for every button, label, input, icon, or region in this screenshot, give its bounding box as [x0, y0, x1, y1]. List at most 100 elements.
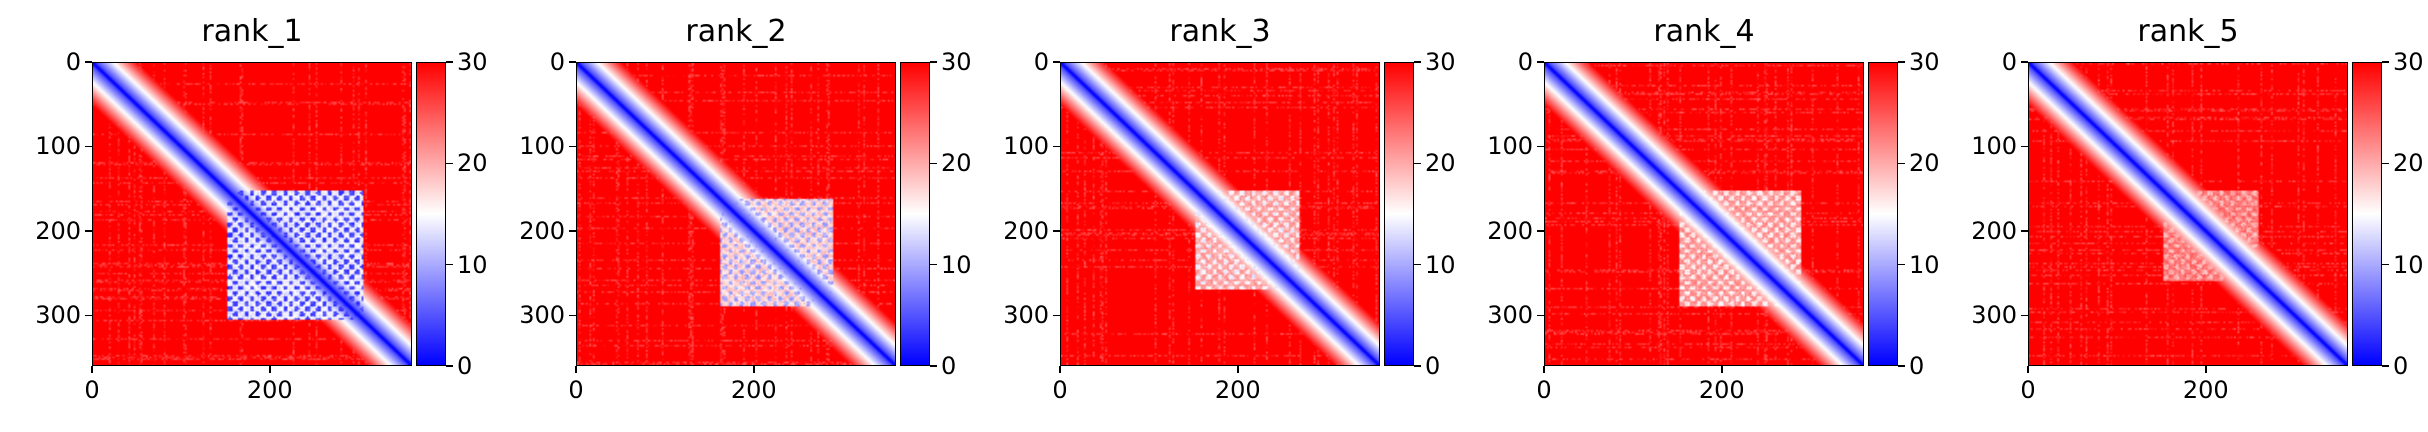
colorbar-tick-mark: [1898, 162, 1905, 165]
colorbar-tick-mark: [1414, 263, 1421, 266]
heatmap-canvas: [577, 63, 895, 365]
y-tick-mark: [1537, 61, 1544, 63]
colorbar-tick-label: 30: [457, 48, 488, 76]
x-tick-mark: [753, 366, 755, 373]
x-tick-label: 200: [2182, 376, 2229, 404]
y-tick-mark: [1053, 230, 1060, 232]
colorbar-tick-label: 30: [1425, 48, 1456, 76]
y-tick-mark: [569, 145, 576, 148]
x-tick-mark: [1543, 366, 1545, 373]
colorbar-tick-mark: [1898, 263, 1905, 266]
chart-title: rank_4: [1653, 14, 1755, 49]
y-tick-label: 300: [35, 301, 81, 330]
y-tick-mark: [569, 314, 576, 317]
colorbar-tick-label: 10: [457, 250, 488, 279]
y-tick-mark: [85, 61, 92, 63]
y-tick-mark: [85, 230, 92, 232]
colorbar-tick-mark: [1414, 365, 1421, 367]
y-tick-label: 0: [65, 48, 81, 76]
heatmap-panel-2: rank_2 0 100 200 300 0 200 0 10 20 30: [484, 0, 971, 432]
y-tick-label: 200: [519, 216, 565, 245]
chart-title: rank_5: [2137, 14, 2239, 49]
y-tick-label: 100: [1971, 132, 2017, 161]
x-tick-label: 0: [84, 376, 100, 404]
heatmap-canvas: [1545, 63, 1863, 365]
x-tick-label: 0: [2020, 376, 2036, 404]
colorbar-tick-label: 20: [457, 149, 488, 178]
y-tick-mark: [85, 145, 92, 148]
y-tick-label: 0: [1033, 48, 1049, 76]
heatmap-image: [2028, 62, 2348, 366]
colorbar-tick-mark: [446, 61, 453, 63]
y-tick-mark: [1537, 145, 1544, 148]
x-tick-label: 200: [730, 376, 777, 404]
colorbar-tick-mark: [2382, 365, 2389, 367]
y-tick-label: 300: [1487, 301, 1533, 330]
x-tick-mark: [91, 366, 93, 373]
y-tick-mark: [569, 61, 576, 63]
y-tick-mark: [2021, 145, 2028, 148]
x-tick-mark: [269, 366, 271, 373]
y-tick-label: 300: [519, 301, 565, 330]
colorbar-tick-mark: [1414, 162, 1421, 165]
colorbar-tick-label: 10: [941, 250, 972, 279]
colorbar-tick-label: 10: [1425, 250, 1456, 279]
x-tick-label: 0: [568, 376, 584, 404]
y-tick-mark: [1537, 230, 1544, 232]
colorbar-tick-label: 20: [1425, 149, 1456, 178]
colorbar-tick-label: 0: [941, 352, 957, 380]
colorbar-tick-mark: [446, 365, 453, 367]
colorbar-tick-mark: [930, 365, 937, 367]
heatmap-panel-1: rank_1 0 100 200 300 0 200 0 10 20 30: [0, 0, 487, 432]
x-tick-label: 0: [1052, 376, 1068, 404]
y-tick-label: 300: [1003, 301, 1049, 330]
colorbar: [1868, 62, 1898, 366]
x-tick-mark: [2027, 366, 2029, 373]
heatmap-canvas: [1061, 63, 1379, 365]
heatmap-panel-3: rank_3 0 100 200 300 0 200 0 10 20 30: [968, 0, 1455, 432]
colorbar-tick-label: 10: [2393, 250, 2424, 279]
y-tick-mark: [85, 314, 92, 317]
colorbar-tick-mark: [930, 263, 937, 266]
colorbar-tick-mark: [2382, 263, 2389, 266]
y-tick-mark: [1053, 145, 1060, 148]
y-tick-label: 0: [1517, 48, 1533, 76]
y-tick-mark: [1053, 314, 1060, 317]
chart-title: rank_1: [201, 14, 303, 49]
colorbar: [2352, 62, 2382, 366]
x-tick-mark: [1059, 366, 1061, 373]
heatmap-image: [1544, 62, 1864, 366]
heatmap-canvas: [93, 63, 411, 365]
x-tick-mark: [1237, 366, 1239, 373]
colorbar-tick-mark: [2382, 162, 2389, 165]
colorbar-tick-mark: [1898, 365, 1905, 367]
y-tick-label: 200: [35, 216, 81, 245]
colorbar-tick-label: 20: [1909, 149, 1940, 178]
colorbar-tick-mark: [930, 61, 937, 63]
colorbar-tick-label: 10: [1909, 250, 1940, 279]
y-tick-mark: [2021, 230, 2028, 232]
heatmap-image: [92, 62, 412, 366]
heatmap-image: [1060, 62, 1380, 366]
y-tick-label: 100: [519, 132, 565, 161]
colorbar-tick-label: 0: [1909, 352, 1925, 380]
y-tick-mark: [569, 230, 576, 232]
y-tick-mark: [1053, 61, 1060, 63]
colorbar: [900, 62, 930, 366]
heatmap-image: [576, 62, 896, 366]
y-tick-label: 0: [549, 48, 565, 76]
colorbar-tick-label: 30: [1909, 48, 1940, 76]
y-tick-mark: [1537, 314, 1544, 317]
y-tick-label: 200: [1971, 216, 2017, 245]
x-tick-mark: [1721, 366, 1723, 373]
colorbar-tick-mark: [1414, 61, 1421, 63]
y-tick-mark: [2021, 314, 2028, 317]
x-tick-label: 200: [246, 376, 293, 404]
chart-title: rank_3: [1169, 14, 1271, 49]
heatmap-panel-4: rank_4 0 100 200 300 0 200 0 10 20 30: [1452, 0, 1939, 432]
colorbar-tick-mark: [446, 162, 453, 165]
y-tick-label: 200: [1003, 216, 1049, 245]
colorbar: [1384, 62, 1414, 366]
x-tick-label: 0: [1536, 376, 1552, 404]
